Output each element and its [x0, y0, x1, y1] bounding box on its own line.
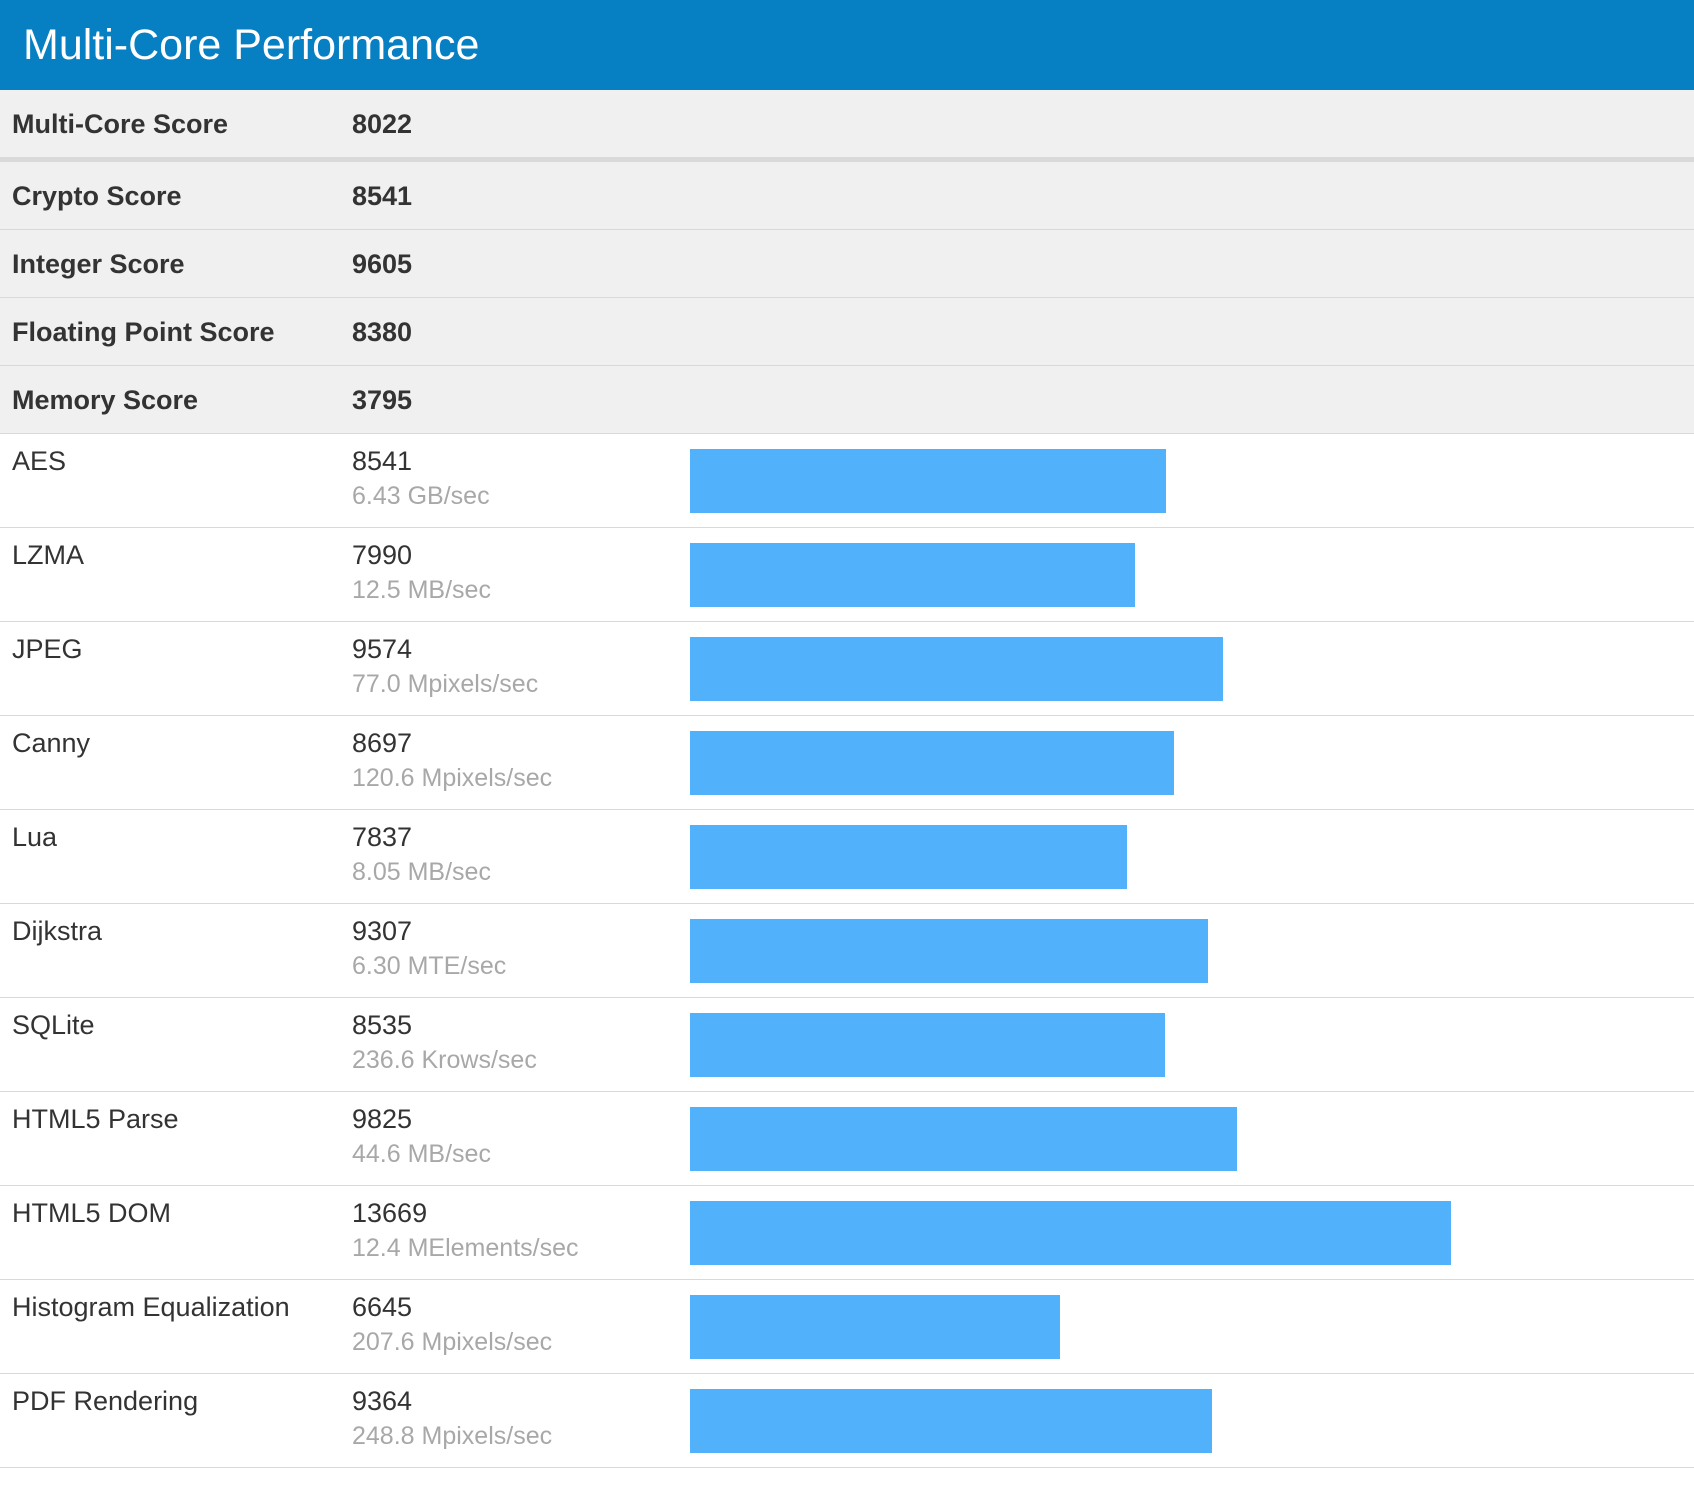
benchmark-rate: 120.6 Mpixels/sec	[352, 764, 553, 792]
benchmark-name: PDF Rendering	[12, 1386, 199, 1416]
benchmark-rate: 44.6 MB/sec	[352, 1140, 491, 1168]
benchmark-row: LZMA 7990 12.5 MB/sec	[0, 528, 1694, 622]
benchmark-score: 7837	[352, 822, 413, 852]
benchmark-score: 8535	[352, 1010, 413, 1040]
benchmark-name: AES	[12, 446, 67, 476]
benchmark-row: SQLite 8535 236.6 Krows/sec	[0, 998, 1694, 1092]
benchmark-score: 13669	[352, 1198, 428, 1228]
summary-label: Integer Score	[12, 249, 185, 279]
results-table: Multi-Core Score 8022 Crypto Score 8541 Inte…	[0, 90, 1694, 1468]
benchmark-rate: 6.30 MTE/sec	[352, 952, 507, 980]
benchmark-score: 8541	[352, 446, 413, 476]
benchmark-row: Histogram Equalization 6645 207.6 Mpixels/…	[0, 1280, 1694, 1374]
benchmark-name: Lua	[12, 822, 58, 852]
benchmark-name: HTML5 Parse	[12, 1104, 179, 1134]
score-bar	[690, 919, 1209, 983]
summary-row: Crypto Score 8541	[0, 162, 1694, 230]
score-bar	[690, 1013, 1166, 1077]
benchmark-name: Dijkstra	[12, 916, 103, 946]
benchmark-name: LZMA	[12, 540, 85, 570]
benchmark-row: PDF Rendering 9364 248.8 Mpixels/sec	[0, 1374, 1694, 1468]
benchmark-rate: 236.6 Krows/sec	[352, 1046, 537, 1074]
benchmark-score: 6645	[352, 1292, 413, 1322]
benchmark-score: 7990	[352, 540, 413, 570]
benchmark-score: 8697	[352, 728, 413, 758]
benchmark-row: AES 8541 6.43 GB/sec	[0, 434, 1694, 528]
benchmark-rate: 12.5 MB/sec	[352, 576, 491, 604]
benchmark-name: Canny	[12, 728, 91, 758]
benchmark-row: JPEG 9574 77.0 Mpixels/sec	[0, 622, 1694, 716]
score-bar	[690, 449, 1166, 513]
summary-score: 8380	[352, 317, 413, 347]
header-title: Multi-Core Performance	[0, 0, 1694, 90]
benchmark-name: SQLite	[12, 1010, 95, 1040]
score-bar	[690, 637, 1224, 701]
score-bar	[690, 1295, 1061, 1359]
score-bar	[690, 825, 1127, 889]
benchmark-row: Canny 8697 120.6 Mpixels/sec	[0, 716, 1694, 810]
summary-label: Memory Score	[12, 385, 199, 415]
benchmark-score: 9574	[352, 634, 413, 664]
summary-row: Floating Point Score 8380	[0, 298, 1694, 366]
benchmark-rate: 12.4 MElements/sec	[352, 1234, 579, 1262]
benchmark-name: HTML5 DOM	[12, 1198, 172, 1228]
benchmark-rate: 207.6 Mpixels/sec	[352, 1328, 553, 1356]
benchmark-rate: 77.0 Mpixels/sec	[352, 670, 539, 698]
summary-score: 8022	[352, 109, 413, 139]
score-bar	[690, 1201, 1452, 1265]
summary-label: Floating Point Score	[12, 317, 275, 347]
summary-row: Multi-Core Score 8022	[0, 90, 1694, 162]
benchmark-rate: 248.8 Mpixels/sec	[352, 1422, 553, 1450]
score-bar	[690, 1107, 1238, 1171]
summary-row: Memory Score 3795	[0, 366, 1694, 434]
benchmark-score: 9364	[352, 1386, 413, 1416]
benchmark-row: HTML5 DOM 13669 12.4 MElements/sec	[0, 1186, 1694, 1280]
summary-label: Multi-Core Score	[12, 109, 229, 139]
benchmark-row: Lua 7837 8.05 MB/sec	[0, 810, 1694, 904]
summary-score: 8541	[352, 181, 413, 211]
score-bar	[690, 1389, 1212, 1453]
benchmark-rate: 6.43 GB/sec	[352, 482, 490, 510]
score-bar	[690, 731, 1175, 795]
summary-row: Integer Score 9605	[0, 230, 1694, 298]
benchmark-score: 9307	[352, 916, 413, 946]
summary-score: 3795	[352, 385, 413, 415]
summary-score: 9605	[352, 249, 413, 279]
benchmark-row: Dijkstra 9307 6.30 MTE/sec	[0, 904, 1694, 998]
benchmark-score: 9825	[352, 1104, 413, 1134]
summary-label: Crypto Score	[12, 181, 182, 211]
benchmark-name: Histogram Equalization	[12, 1292, 290, 1322]
score-bar	[690, 543, 1136, 607]
benchmark-rate: 8.05 MB/sec	[352, 858, 491, 886]
benchmark-name: JPEG	[12, 634, 83, 664]
benchmark-row: HTML5 Parse 9825 44.6 MB/sec	[0, 1092, 1694, 1186]
